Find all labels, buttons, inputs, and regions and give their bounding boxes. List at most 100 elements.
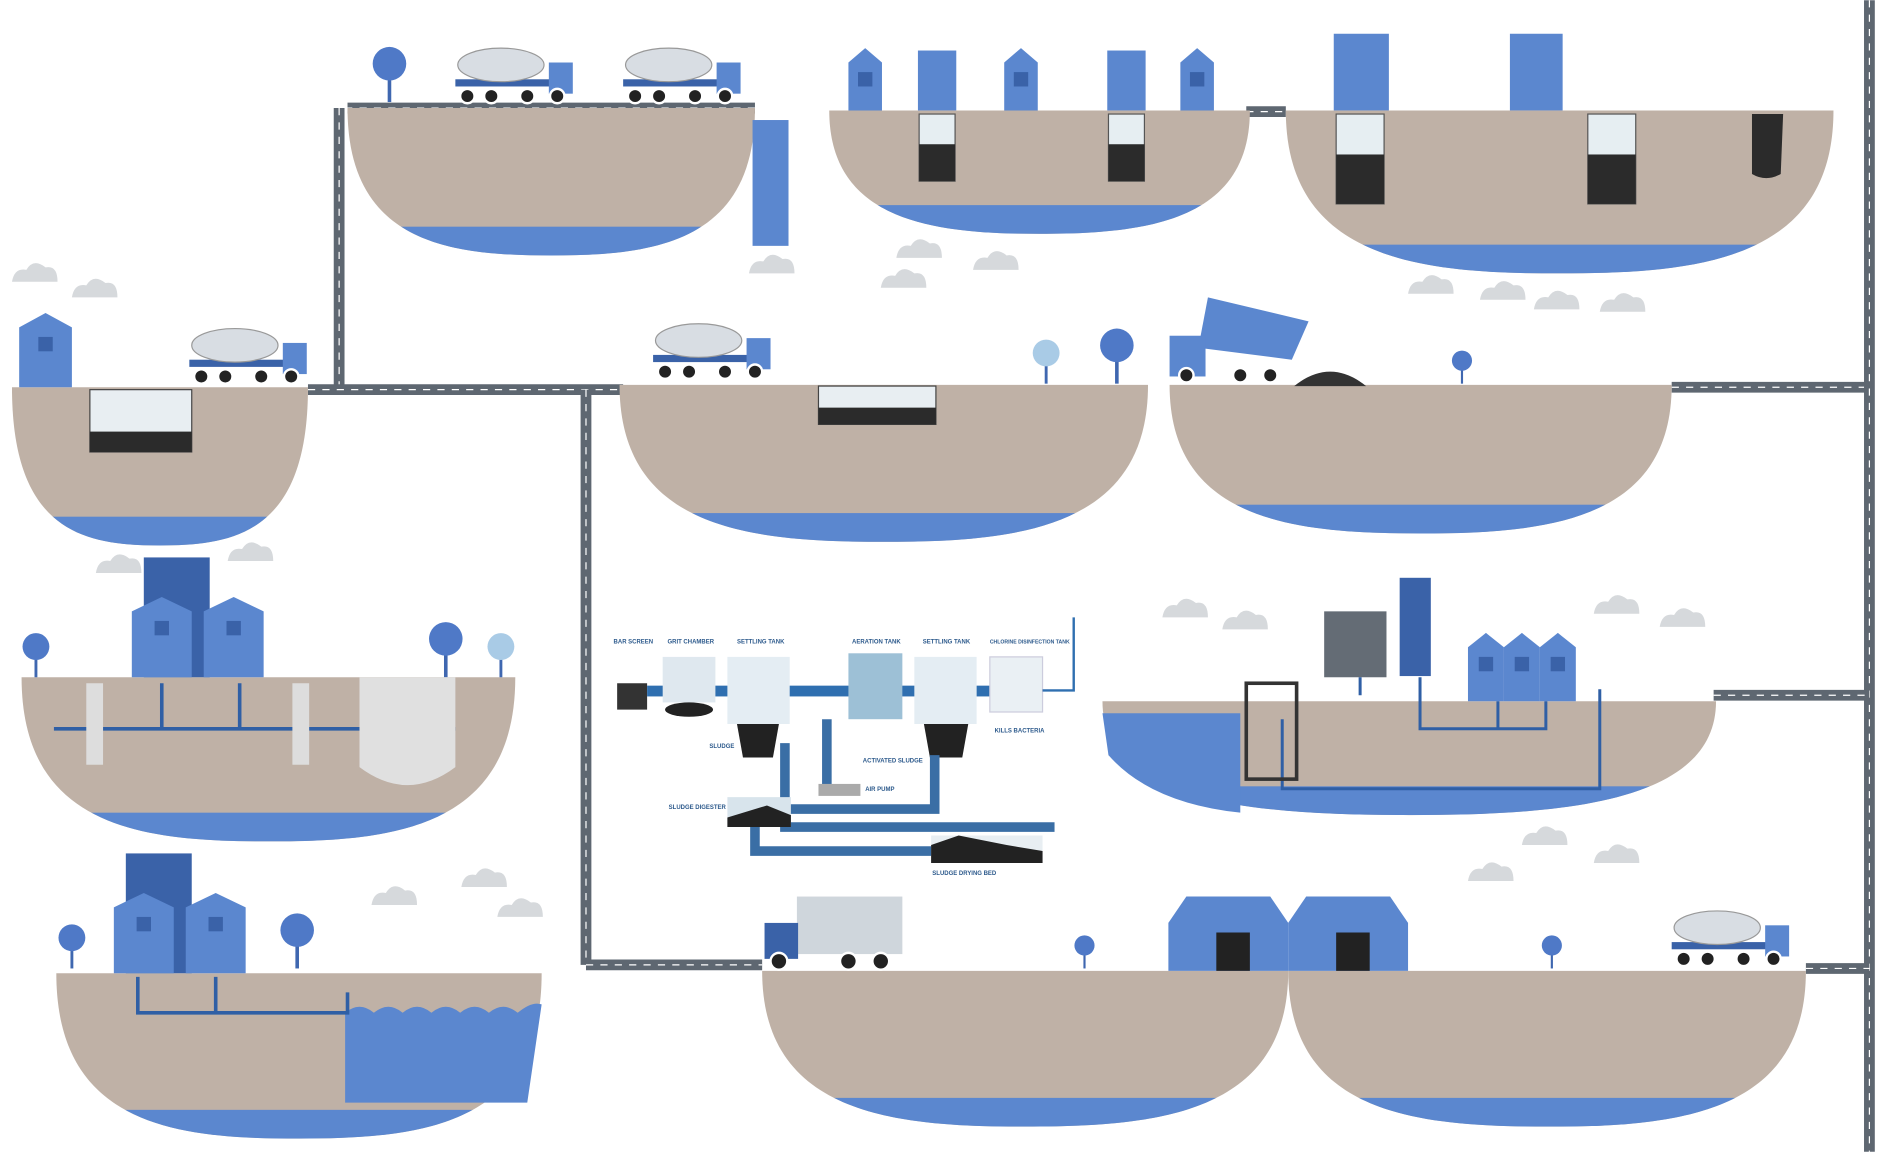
groundwater xyxy=(347,226,755,256)
wheel xyxy=(518,87,536,105)
tree-crown xyxy=(1100,328,1134,363)
tree-crown xyxy=(22,633,50,661)
plant-label: CHLORINE DISINFECTION TANK xyxy=(990,640,1070,646)
sludge-2 xyxy=(923,723,969,758)
pillar xyxy=(292,683,310,765)
house xyxy=(185,892,246,974)
window xyxy=(1478,656,1494,672)
plant-label: SETTLING TANK xyxy=(923,640,971,646)
island-soil xyxy=(1285,110,1834,274)
truck-tank xyxy=(624,47,713,83)
tree-crown xyxy=(1032,339,1060,367)
wheel xyxy=(548,87,566,105)
tree-crown xyxy=(372,46,407,81)
truck-tank xyxy=(654,323,743,358)
digester-sludge xyxy=(727,805,791,828)
pit xyxy=(1751,114,1784,179)
intake xyxy=(1244,681,1299,781)
cloud xyxy=(11,263,58,282)
outhouse xyxy=(1333,33,1389,111)
outhouse xyxy=(1509,33,1563,111)
settling-tank-2 xyxy=(914,656,977,724)
cloud xyxy=(1599,293,1646,312)
island-soil xyxy=(762,970,1289,1127)
barn-door xyxy=(1216,932,1250,971)
plant-label: SLUDGE xyxy=(709,744,734,750)
wheel xyxy=(871,951,891,971)
sludge-1 xyxy=(736,723,779,758)
cloud xyxy=(1479,281,1526,300)
bar-screen xyxy=(617,683,648,710)
cloud xyxy=(1408,275,1454,294)
pit-waste xyxy=(1587,154,1636,204)
tree-trunk xyxy=(295,942,299,969)
tree-crown xyxy=(1074,935,1095,956)
wheel xyxy=(482,87,500,105)
air-pump xyxy=(818,783,861,796)
groundwater xyxy=(1288,1097,1806,1127)
plant-label: SLUDGE DIGESTER xyxy=(669,805,727,811)
roads xyxy=(307,0,1875,1152)
wheel xyxy=(282,368,300,385)
island-soil xyxy=(619,384,1149,542)
groundwater xyxy=(619,513,1149,542)
props xyxy=(11,33,1790,1103)
house xyxy=(113,892,174,974)
outhouse xyxy=(917,50,957,111)
truck-body xyxy=(189,359,286,367)
truck-cab xyxy=(282,342,307,375)
wheel xyxy=(252,368,270,385)
wheel xyxy=(838,951,859,971)
wheel xyxy=(1675,950,1693,968)
pit-waste xyxy=(1336,154,1385,204)
truck-cab xyxy=(1765,925,1790,957)
truck-tank xyxy=(191,327,279,363)
cloud xyxy=(880,269,927,288)
tree-crown xyxy=(1451,350,1473,371)
septic xyxy=(359,677,456,786)
tree-trunk xyxy=(499,656,503,678)
plant-label: ACTIVATED SLUDGE xyxy=(863,758,923,764)
barn-door xyxy=(1336,932,1370,971)
cloud xyxy=(748,254,795,274)
wheel xyxy=(716,363,734,381)
wheel xyxy=(769,951,789,971)
groundwater xyxy=(762,1097,1289,1127)
tree-trunk xyxy=(1550,952,1553,969)
tree-crown xyxy=(487,633,515,661)
cloud xyxy=(1659,608,1706,627)
sewer xyxy=(53,683,456,1015)
water-tower xyxy=(1399,577,1431,677)
house xyxy=(203,596,264,678)
water xyxy=(752,120,789,246)
island-soil xyxy=(1288,970,1806,1127)
tree-trunk xyxy=(34,656,38,678)
wheel xyxy=(716,87,734,105)
outhouse xyxy=(1107,50,1146,111)
plant-label: SETTLING TANK xyxy=(737,640,785,646)
tank-block xyxy=(1324,611,1387,678)
wheel xyxy=(686,87,704,105)
wheel xyxy=(1735,950,1752,968)
settling-tank-1 xyxy=(727,656,790,724)
river xyxy=(1102,713,1241,813)
island-soil xyxy=(11,387,308,546)
window xyxy=(38,336,53,352)
window xyxy=(208,916,223,932)
plant-label: AERATION TANK xyxy=(852,640,901,646)
window xyxy=(858,72,873,87)
supply-pipe xyxy=(1280,677,1602,791)
drying-waste xyxy=(818,407,936,425)
cloud xyxy=(1593,595,1640,614)
truck-tank xyxy=(457,47,545,83)
truck-cab xyxy=(716,62,741,94)
island-soil xyxy=(1169,384,1672,534)
truck-cab xyxy=(746,338,771,370)
wheel xyxy=(458,87,476,105)
cloud xyxy=(896,239,942,258)
truck-tank xyxy=(1673,910,1761,946)
window xyxy=(1550,656,1566,672)
cloud xyxy=(497,898,543,917)
cloud xyxy=(1222,610,1268,630)
wheel xyxy=(1231,366,1249,384)
